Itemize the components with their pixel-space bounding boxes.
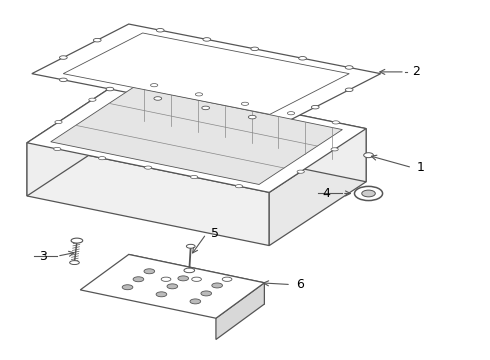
Ellipse shape	[55, 121, 62, 123]
Ellipse shape	[235, 185, 243, 188]
Ellipse shape	[186, 244, 195, 248]
Ellipse shape	[70, 261, 79, 265]
Ellipse shape	[106, 87, 114, 91]
Polygon shape	[27, 79, 366, 192]
Ellipse shape	[59, 56, 67, 59]
Ellipse shape	[196, 93, 202, 96]
Ellipse shape	[288, 112, 294, 115]
Text: 6: 6	[296, 278, 304, 291]
Ellipse shape	[59, 78, 67, 82]
Ellipse shape	[299, 57, 306, 60]
Ellipse shape	[201, 291, 212, 296]
Polygon shape	[63, 33, 349, 114]
Ellipse shape	[362, 190, 375, 197]
Ellipse shape	[248, 115, 256, 119]
Ellipse shape	[203, 38, 211, 41]
Ellipse shape	[354, 186, 383, 201]
Ellipse shape	[178, 276, 189, 281]
Ellipse shape	[145, 166, 152, 169]
Ellipse shape	[345, 66, 353, 69]
Ellipse shape	[53, 147, 61, 150]
Ellipse shape	[167, 284, 178, 289]
Ellipse shape	[242, 102, 248, 105]
Ellipse shape	[222, 277, 232, 282]
Text: 2: 2	[412, 66, 420, 78]
Polygon shape	[216, 283, 265, 339]
Ellipse shape	[144, 269, 155, 274]
Polygon shape	[80, 255, 265, 318]
Text: 1: 1	[417, 161, 425, 174]
Text: 3: 3	[39, 250, 47, 263]
Polygon shape	[124, 79, 366, 182]
Ellipse shape	[133, 277, 144, 282]
Ellipse shape	[192, 277, 201, 282]
Text: 4: 4	[322, 187, 330, 200]
Ellipse shape	[154, 97, 162, 100]
Ellipse shape	[150, 84, 158, 87]
Ellipse shape	[94, 39, 101, 42]
Ellipse shape	[161, 277, 171, 282]
Ellipse shape	[332, 121, 340, 124]
Polygon shape	[51, 87, 343, 184]
Ellipse shape	[212, 283, 222, 288]
Ellipse shape	[98, 157, 106, 160]
Ellipse shape	[184, 268, 195, 273]
Ellipse shape	[297, 170, 304, 173]
Ellipse shape	[251, 47, 259, 51]
Ellipse shape	[345, 88, 353, 91]
Ellipse shape	[202, 106, 210, 110]
Ellipse shape	[331, 148, 338, 151]
Polygon shape	[129, 255, 265, 304]
Ellipse shape	[190, 299, 201, 304]
Ellipse shape	[156, 28, 164, 32]
Polygon shape	[32, 24, 381, 123]
Polygon shape	[269, 129, 366, 246]
Ellipse shape	[122, 285, 133, 290]
Ellipse shape	[364, 153, 373, 158]
Polygon shape	[27, 143, 269, 246]
Ellipse shape	[89, 98, 96, 101]
Text: 5: 5	[211, 228, 219, 240]
Ellipse shape	[191, 175, 198, 179]
Ellipse shape	[156, 292, 167, 297]
Ellipse shape	[71, 238, 83, 243]
Polygon shape	[27, 79, 124, 196]
Ellipse shape	[311, 105, 319, 109]
